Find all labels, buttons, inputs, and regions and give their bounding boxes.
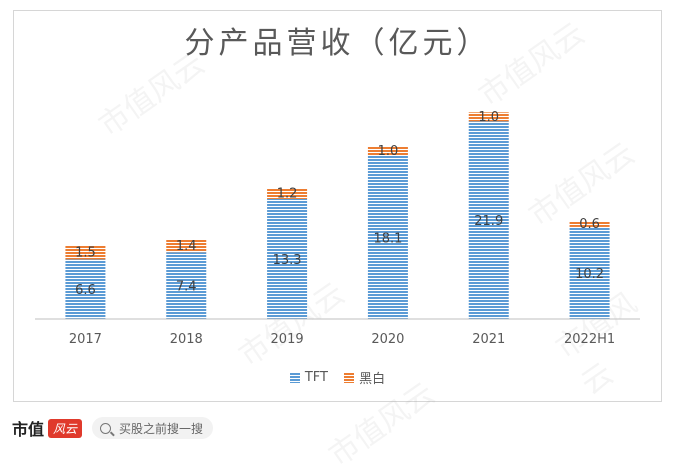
legend-label-bw: 黑白 — [359, 372, 386, 387]
data-label-bw: 1.0 — [478, 110, 499, 125]
legend-label-tft: TFT — [304, 370, 328, 385]
data-label-tft: 18.1 — [373, 231, 402, 246]
bar-tft — [166, 252, 207, 319]
legend-swatch-tft — [289, 372, 300, 383]
search-placeholder: 买股之前搜一搜 — [119, 421, 204, 436]
data-label-bw: 1.0 — [378, 144, 399, 159]
x-tick-label: 2017 — [69, 332, 102, 347]
bar-tft — [267, 198, 308, 319]
data-label-bw: 0.6 — [579, 217, 600, 232]
data-label-bw: 1.2 — [277, 187, 298, 202]
data-label-bw: 1.4 — [176, 239, 197, 254]
legend-item-tft: TFT — [289, 370, 328, 385]
legend-swatch-bw — [344, 372, 355, 383]
bar-bw — [65, 245, 106, 260]
bar-bw — [267, 188, 308, 199]
x-tick-label: 2022H1 — [564, 332, 615, 347]
search-icon — [100, 422, 112, 434]
x-tick-label: 2019 — [271, 332, 304, 347]
legend: TFT 黑白 — [0, 368, 675, 387]
data-label-tft: 10.2 — [575, 267, 604, 282]
bar-tft — [569, 226, 610, 319]
data-label-tft: 21.9 — [474, 214, 503, 229]
data-label-tft: 13.3 — [273, 253, 302, 268]
bar-bw — [468, 112, 509, 122]
bar-tft — [65, 259, 106, 319]
x-tick-label: 2020 — [371, 332, 404, 347]
bar-tft — [367, 155, 408, 319]
data-label-bw: 1.5 — [75, 246, 96, 261]
chart-title: 分产品营收（亿元） — [184, 26, 491, 61]
bar-bw — [166, 239, 207, 253]
footer-bar: 市值 风云 买股之前搜一搜 — [12, 416, 214, 440]
data-label-tft: 6.6 — [75, 283, 96, 298]
x-tick-label: 2021 — [472, 332, 505, 347]
brand-name: 市值 — [12, 420, 45, 439]
x-tick-label: 2018 — [170, 332, 203, 347]
data-label-tft: 7.4 — [176, 280, 197, 295]
chart-frame — [13, 10, 662, 402]
search-box[interactable]: 买股之前搜一搜 — [92, 417, 214, 439]
chart-plot: 6.6 1.5 2017 7.4 1.4 2018 13.3 1.2 2019 18.1 1.0 20… — [35, 110, 640, 347]
bar-bw — [569, 221, 610, 227]
bar-tft — [468, 121, 509, 319]
brand-logo: 风云 — [48, 418, 83, 438]
bar-bw — [367, 146, 408, 156]
legend-item-bw: 黑白 — [344, 368, 385, 387]
